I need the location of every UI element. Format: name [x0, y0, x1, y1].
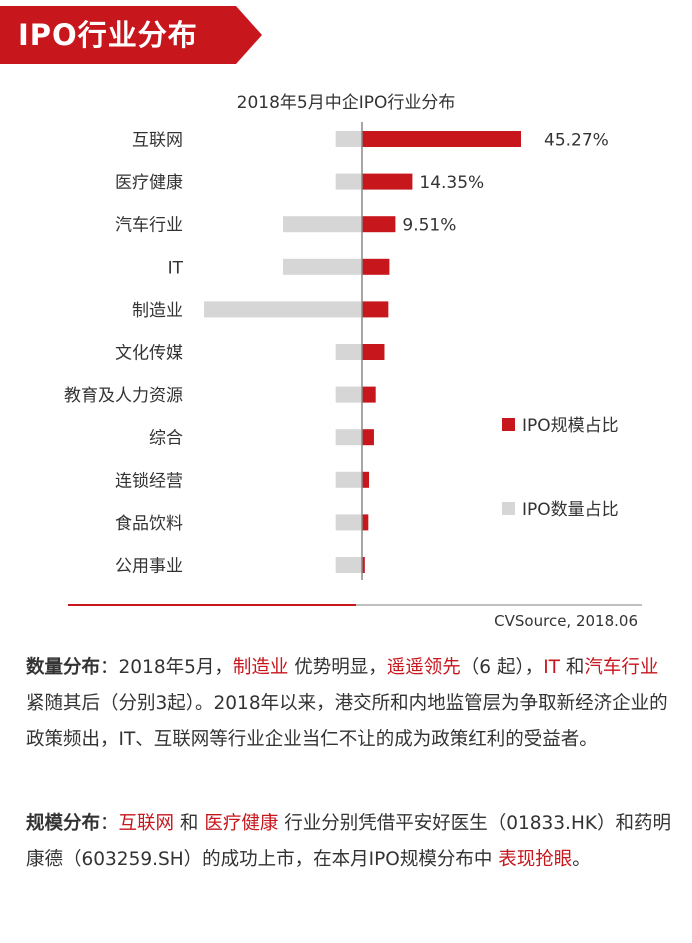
- scale-distribution-label: 规模分布: [26, 813, 101, 834]
- p1-text-3: （6 起），: [460, 657, 544, 678]
- p2-text-3: 行业分别凭借平安好医生（01833.HK）和药明康德（603259.SH）的成功…: [26, 813, 671, 870]
- legend-swatch-scale: [502, 418, 515, 431]
- count-distribution-paragraph: 数量分布：2018年5月，制造业 优势明显，遥遥领先（6 起），IT 和汽车行业…: [26, 650, 676, 758]
- p2-text-1: ：: [100, 813, 119, 834]
- category-label: 制造业: [132, 301, 183, 321]
- scale-bar: [362, 471, 370, 488]
- count-bar: [204, 301, 362, 318]
- chart-container: 2018年5月中企IPO行业分布互联网 45.27% 医疗健康 14.35% 汽车行业 9…: [0, 80, 692, 640]
- scale-bar: [362, 216, 396, 233]
- data-label: 45.27%: [544, 131, 609, 151]
- scale-distribution-paragraph: 规模分布：互联网 和 医疗健康 行业分别凭借平安好医生（01833.HK）和药明…: [26, 806, 676, 878]
- count-bar: [283, 258, 362, 275]
- p1-text-5: 紧随其后（分别3起）。2018年以来，港交所和内地监管层为争取新经济企业的政策频…: [26, 693, 668, 750]
- section-banner: IPO行业分布: [0, 6, 262, 64]
- p1-highlight-it: IT: [543, 657, 560, 678]
- category-label: IT: [168, 258, 184, 278]
- category-label: 互联网: [132, 131, 183, 151]
- scale-bar: [362, 344, 385, 360]
- legend-swatch-count: [502, 502, 515, 515]
- p1-text-2: 优势明显，: [288, 657, 387, 678]
- p1-highlight-manufacturing: 制造业: [232, 657, 289, 678]
- category-label: 公用事业: [115, 557, 183, 577]
- count-bar: [335, 471, 362, 488]
- count-bar: [335, 514, 362, 531]
- legend-label-scale: IPO规模占比: [522, 416, 619, 436]
- p2-text-4: 。: [572, 849, 591, 870]
- banner-shape: [0, 6, 262, 64]
- source-note: CVSource, 2018.06: [494, 612, 638, 630]
- legend-label-count: IPO数量占比: [522, 500, 619, 520]
- category-label: 汽车行业: [115, 216, 183, 236]
- scale-bar: [362, 557, 365, 573]
- count-bar: [335, 344, 362, 360]
- category-label: 教育及人力资源: [64, 386, 183, 406]
- count-bar: [335, 386, 362, 403]
- scale-bar: [362, 258, 390, 275]
- scale-bar: [362, 386, 376, 403]
- count-bar: [335, 131, 362, 147]
- p1-text-4: 和: [559, 657, 585, 678]
- p1-highlight-auto: 汽车行业: [584, 657, 659, 678]
- p1-text-1: ：2018年5月，: [100, 657, 233, 678]
- count-bar: [335, 173, 362, 190]
- scale-bar: [362, 429, 374, 446]
- scale-bar: [362, 514, 369, 531]
- category-label: 连锁经营: [115, 471, 183, 491]
- p1-highlight-leading: 遥遥领先: [386, 657, 461, 678]
- p2-text-2: 和: [174, 813, 205, 834]
- count-bar: [283, 216, 362, 233]
- data-label: 9.51%: [402, 216, 456, 236]
- category-label: 综合: [149, 429, 183, 449]
- data-label: 14.35%: [419, 173, 484, 193]
- count-bar: [335, 429, 362, 446]
- p2-highlight-outstanding: 表现抢眼: [498, 849, 573, 870]
- category-label: 文化传媒: [115, 344, 183, 364]
- p2-highlight-healthcare: 医疗健康: [204, 813, 279, 834]
- chart-title: 2018年5月中企IPO行业分布: [237, 93, 456, 113]
- scale-bar: [362, 301, 389, 318]
- p2-highlight-internet: 互联网: [118, 813, 175, 834]
- banner-title: IPO行业分布: [18, 18, 198, 52]
- scale-bar: [362, 173, 413, 190]
- category-label: 食品饮料: [115, 514, 183, 534]
- category-label: 医疗健康: [115, 173, 183, 193]
- count-bar: [335, 557, 362, 573]
- scale-bar: [362, 131, 521, 147]
- count-distribution-label: 数量分布: [26, 657, 101, 678]
